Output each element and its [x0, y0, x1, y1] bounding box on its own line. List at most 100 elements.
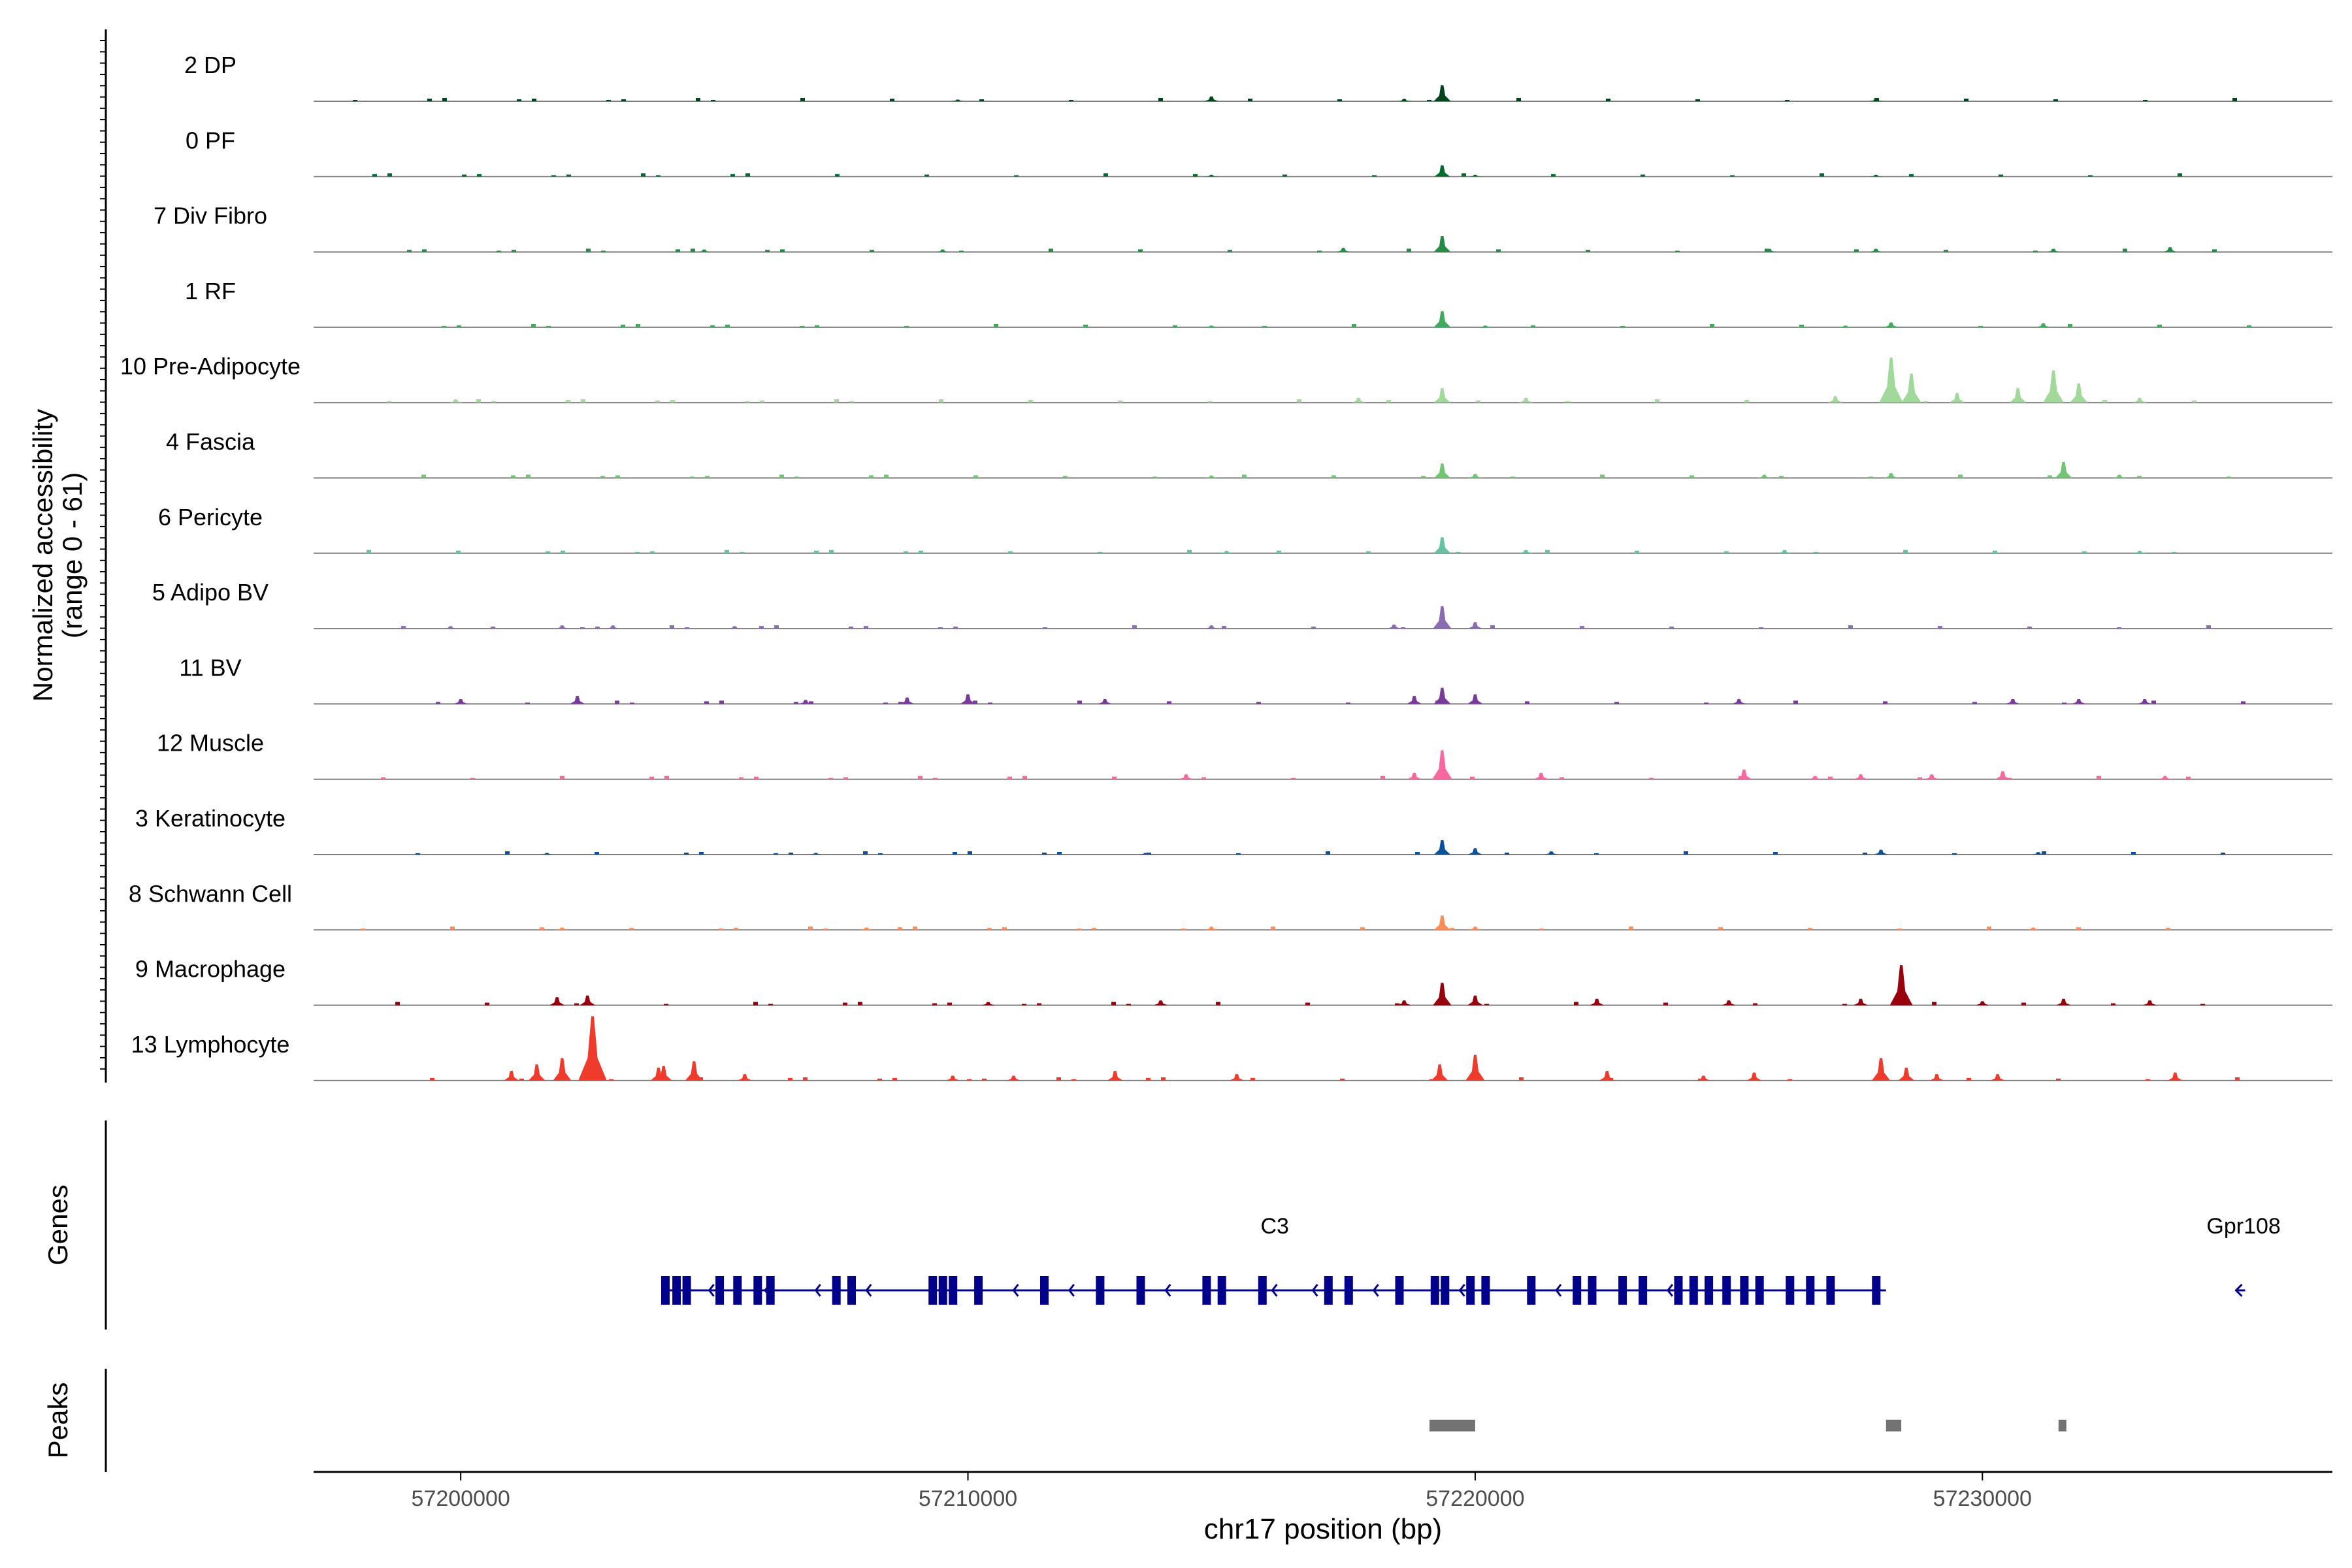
coverage-noise [1395, 1003, 1399, 1005]
coverage-noise [1993, 550, 1997, 553]
coverage-noise [1484, 1004, 1489, 1005]
coverage-peak [578, 1016, 607, 1081]
coverage-noise [1069, 100, 1073, 101]
coverage-peak [1006, 1075, 1021, 1081]
coverage-noise [1372, 175, 1377, 177]
coverage-noise [1820, 173, 1824, 177]
track-3: 1 RF [185, 278, 2332, 328]
exon [1618, 1276, 1627, 1305]
coverage-noise [650, 551, 655, 553]
coverage-noise [1201, 777, 1206, 779]
coverage-noise [959, 250, 964, 252]
coverage-noise [2053, 99, 2058, 101]
coverage-noise [1944, 250, 1948, 252]
strand-arrow [1068, 1284, 1075, 1297]
coverage-peak [1869, 248, 1883, 252]
coverage-noise [719, 700, 724, 704]
exon [1806, 1276, 1815, 1305]
coverage-noise [381, 777, 385, 779]
coverage-noise [933, 777, 938, 779]
coverage-noise [754, 776, 759, 779]
coverage-peak [2167, 1072, 2183, 1081]
coverage-peak [945, 1075, 960, 1081]
coverage-noise [1262, 325, 1267, 327]
coverage-peak [697, 249, 711, 252]
coverage-noise [2221, 853, 2225, 855]
coverage-peak [1351, 397, 1366, 403]
coverage-noise [1874, 98, 1879, 101]
exon [1481, 1276, 1490, 1305]
coverage-noise [1889, 325, 1893, 327]
coverage-peak [1204, 625, 1218, 629]
coverage-noise [987, 928, 992, 930]
coverage-noise [595, 852, 599, 855]
coverage-noise [1690, 475, 1694, 478]
coverage-noise [416, 853, 420, 855]
coverage-noise [407, 250, 412, 252]
coverage-peak [580, 995, 595, 1005]
coverage-peak [1467, 622, 1483, 629]
coverage-noise [779, 474, 784, 478]
coverage-noise [2186, 776, 2191, 779]
coverage-noise [517, 99, 521, 101]
coverage-peak [1777, 549, 1792, 553]
coverage-noise [491, 401, 496, 403]
exon [1040, 1276, 1049, 1305]
coverage-peak [1990, 1074, 2005, 1081]
track-label: 5 Adipo BV [152, 579, 269, 606]
coverage-peak [606, 625, 620, 629]
coverage-noise [725, 324, 730, 327]
strand-arrow [764, 1284, 771, 1297]
coverage-noise [1987, 926, 1991, 930]
coverage-noise [759, 626, 764, 629]
coverage-peak [2112, 474, 2127, 478]
coverage-noise [1103, 173, 1108, 177]
strand-arrow [1012, 1284, 1019, 1297]
coverage-peak [555, 927, 569, 930]
coverage-noise [1565, 401, 1570, 403]
coverage-peak [1879, 357, 1903, 403]
coverage-noise [939, 399, 943, 403]
coverage-noise [2013, 399, 2017, 403]
coverage-noise [1346, 702, 1350, 704]
coverage-noise [1007, 776, 1012, 779]
coverage-noise [765, 250, 770, 252]
coverage-peak [1731, 699, 1746, 704]
coverage-noise [1753, 1003, 1757, 1005]
coverage-peak [1838, 325, 1852, 327]
coverage-noise [497, 250, 501, 252]
coverage-noise [476, 399, 481, 403]
coverage-noise [1600, 474, 1605, 478]
strand-arrow [2234, 1283, 2246, 1298]
coverage-noise [540, 927, 544, 930]
coverage-peak [1407, 772, 1422, 779]
coverage-noise [734, 928, 738, 930]
coverage-noise [1669, 627, 1674, 629]
coverage-peak [1949, 393, 1965, 403]
coverage-noise [2076, 927, 2081, 930]
coverage-noise [808, 926, 813, 930]
coverage-noise [1744, 400, 1749, 403]
coverage-peak [448, 399, 463, 403]
coverage-noise [532, 99, 536, 101]
coverage-peak [2031, 852, 2046, 855]
track-label: 9 Macrophage [135, 956, 286, 983]
coverage-peak [2026, 927, 2040, 930]
coverage-noise [1574, 1002, 1578, 1005]
exon [1705, 1276, 1714, 1305]
coverage-peak [1432, 750, 1452, 779]
coverage-noise [1814, 551, 1818, 553]
coverage-noise [2137, 476, 2142, 478]
coverage-noise [730, 174, 735, 177]
coverage-noise [1228, 250, 1232, 252]
coverage-noise [2088, 175, 2093, 177]
x-tick-label: 57210000 [919, 1486, 1017, 1511]
coverage-noise [1834, 400, 1838, 403]
coverage-noise [2227, 476, 2231, 478]
strand-arrow [708, 1284, 715, 1297]
coverage-noise [1828, 776, 1833, 779]
coverage-noise [913, 926, 917, 930]
coverage-noise [1132, 625, 1137, 629]
coverage-peak [1808, 776, 1822, 779]
coverage-peak [2132, 397, 2147, 403]
